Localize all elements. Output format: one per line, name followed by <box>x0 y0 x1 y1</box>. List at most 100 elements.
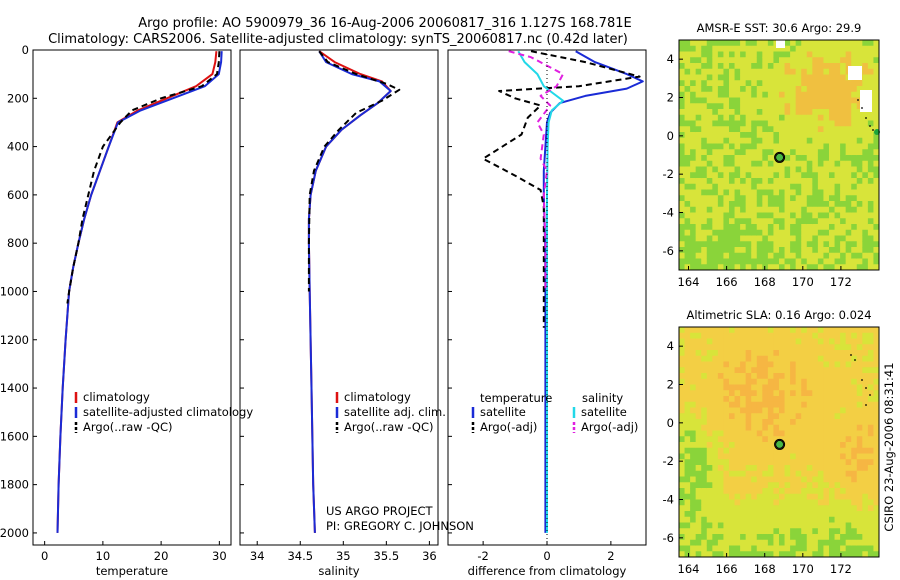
map-cell <box>817 407 824 414</box>
map-cell <box>840 189 847 196</box>
map-cell <box>806 224 813 231</box>
map-cell <box>773 51 780 58</box>
map-cell <box>873 361 879 368</box>
island-dot <box>869 125 871 127</box>
map-cell <box>684 493 691 500</box>
map-cell <box>729 235 735 242</box>
map-cell <box>829 442 835 449</box>
map-cell <box>701 166 708 173</box>
map-cell <box>762 413 769 420</box>
map-frame-top <box>678 39 880 271</box>
map-cell <box>745 373 752 380</box>
map-cell <box>740 459 747 466</box>
map-cell <box>751 350 758 357</box>
map-cell <box>851 367 858 374</box>
map-cell <box>823 430 830 437</box>
map-cell <box>729 103 735 110</box>
map-cell <box>734 516 741 523</box>
map-cell <box>873 453 879 460</box>
map-cell <box>823 396 830 403</box>
map-cell <box>795 86 802 93</box>
map-cell <box>740 396 747 403</box>
map-cell <box>690 476 697 483</box>
map-cell <box>845 120 852 127</box>
map-cell <box>801 442 808 449</box>
map-cell <box>834 373 841 380</box>
map-cell <box>729 241 735 248</box>
map-cell <box>723 505 730 512</box>
map-cell <box>751 430 758 437</box>
map-cell <box>756 419 763 426</box>
map-cell <box>773 453 780 460</box>
map-cell <box>823 350 830 357</box>
map-cell <box>873 109 879 116</box>
map-cell <box>679 86 685 93</box>
map-cell <box>734 120 741 127</box>
map-cell <box>723 114 730 121</box>
map-cell <box>679 413 685 420</box>
map-cell <box>806 327 813 334</box>
map-cell <box>751 91 758 98</box>
map-cell <box>845 45 852 52</box>
map-cell <box>690 137 697 144</box>
map-cell <box>734 350 741 357</box>
map-cell <box>812 355 819 362</box>
map-cell <box>790 80 797 87</box>
map-cell <box>684 378 691 385</box>
map-cell <box>806 86 813 93</box>
map-cell <box>762 505 769 512</box>
map-cell <box>740 390 747 397</box>
map-cell <box>856 338 863 345</box>
map-cell <box>784 367 791 374</box>
map-cell <box>701 57 708 64</box>
map-cell <box>817 137 824 144</box>
map-cell <box>712 361 719 368</box>
map-cell <box>790 241 797 248</box>
map-cell <box>701 534 708 541</box>
map-cell <box>706 45 713 52</box>
y-tick-label: 0 <box>667 129 674 143</box>
map-cell <box>762 522 769 529</box>
map-cell <box>695 218 702 225</box>
map-cell <box>856 522 863 529</box>
map-cell <box>751 396 758 403</box>
series-line-2 <box>307 50 392 533</box>
map-cell <box>762 149 769 156</box>
map-cell <box>734 252 741 259</box>
map-cell <box>823 493 830 500</box>
map-cell <box>851 183 858 190</box>
map-cell <box>812 235 819 242</box>
map-cell <box>734 534 741 541</box>
map-cell <box>734 109 741 116</box>
map-cell <box>762 430 769 437</box>
map-cell <box>851 264 858 270</box>
map-cell <box>790 45 797 52</box>
map-cell <box>840 459 847 466</box>
salinity-profile-panel: 34 34.5 35 35.5 36salinityclimatologysatelli… <box>239 49 446 578</box>
map-cell <box>856 436 863 443</box>
map-cell <box>706 97 713 104</box>
map-cell <box>729 258 735 265</box>
map-cell <box>779 97 785 104</box>
map-cell <box>767 447 774 454</box>
map-cell <box>751 436 758 443</box>
map-cell <box>784 40 791 47</box>
map-cell <box>740 522 747 529</box>
map-cell <box>767 401 774 408</box>
map-cell <box>717 332 724 339</box>
map-cell <box>801 516 808 523</box>
map-cell <box>812 545 819 552</box>
map-cell <box>729 224 735 231</box>
map-cell <box>762 183 769 190</box>
map-cell <box>690 534 697 541</box>
map-cell <box>867 476 874 483</box>
map-cell <box>801 407 808 414</box>
map-cell <box>684 252 691 259</box>
map-cell <box>756 493 763 500</box>
map-cell <box>829 149 835 156</box>
map-cell <box>823 241 830 248</box>
map-cell <box>762 459 769 466</box>
map-cell <box>834 465 841 472</box>
map-cell <box>784 57 791 64</box>
map-cell <box>779 247 785 254</box>
